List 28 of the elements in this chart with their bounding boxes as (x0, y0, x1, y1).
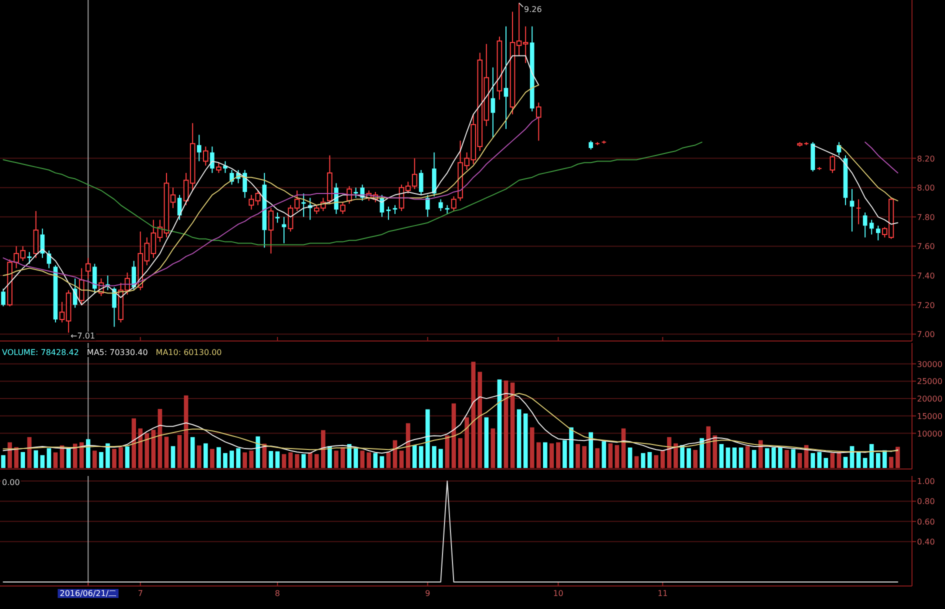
y-tick-label: 15000 (917, 412, 942, 421)
annotation: ←7.01 (70, 332, 96, 341)
y-tick-label: 0.40 (917, 538, 935, 547)
y-tick-label: 7.40 (917, 272, 935, 281)
x-tick-label: 10 (553, 589, 564, 598)
y-tick-label: 25000 (917, 377, 942, 386)
y-tick-label: 7.80 (917, 212, 935, 222)
y-tick-label: 8.00 (917, 184, 935, 193)
x-tick-label: 11 (658, 589, 668, 598)
y-tick-label: 8.20 (917, 154, 935, 164)
annotation: 9.26 (524, 4, 542, 14)
text: VOLUME: 78428.42 (2, 348, 79, 357)
annotation: 0.00 (2, 478, 20, 487)
y-tick-label: 7.60 (917, 242, 935, 252)
y-tick-label: 20000 (917, 394, 942, 404)
y-tick-label: 1.00 (917, 477, 935, 486)
y-tick-label: 7.20 (917, 300, 935, 310)
x-tick-label: 7 (138, 589, 143, 598)
text: MA10: 60130.00 (156, 348, 222, 357)
y-tick-label: 10000 (917, 429, 942, 438)
y-tick-label: 7.00 (917, 330, 935, 340)
x-tick-label: 9 (425, 589, 430, 598)
y-tick-label: 0.60 (917, 517, 935, 526)
y-tick-label: 0.80 (917, 497, 935, 506)
y-tick-label: 30000 (917, 360, 942, 369)
x-tick-label: 2016/06/21/二 (60, 589, 117, 598)
text: MA5: 70330.40 (86, 348, 148, 357)
x-tick-label: 8 (274, 589, 280, 598)
